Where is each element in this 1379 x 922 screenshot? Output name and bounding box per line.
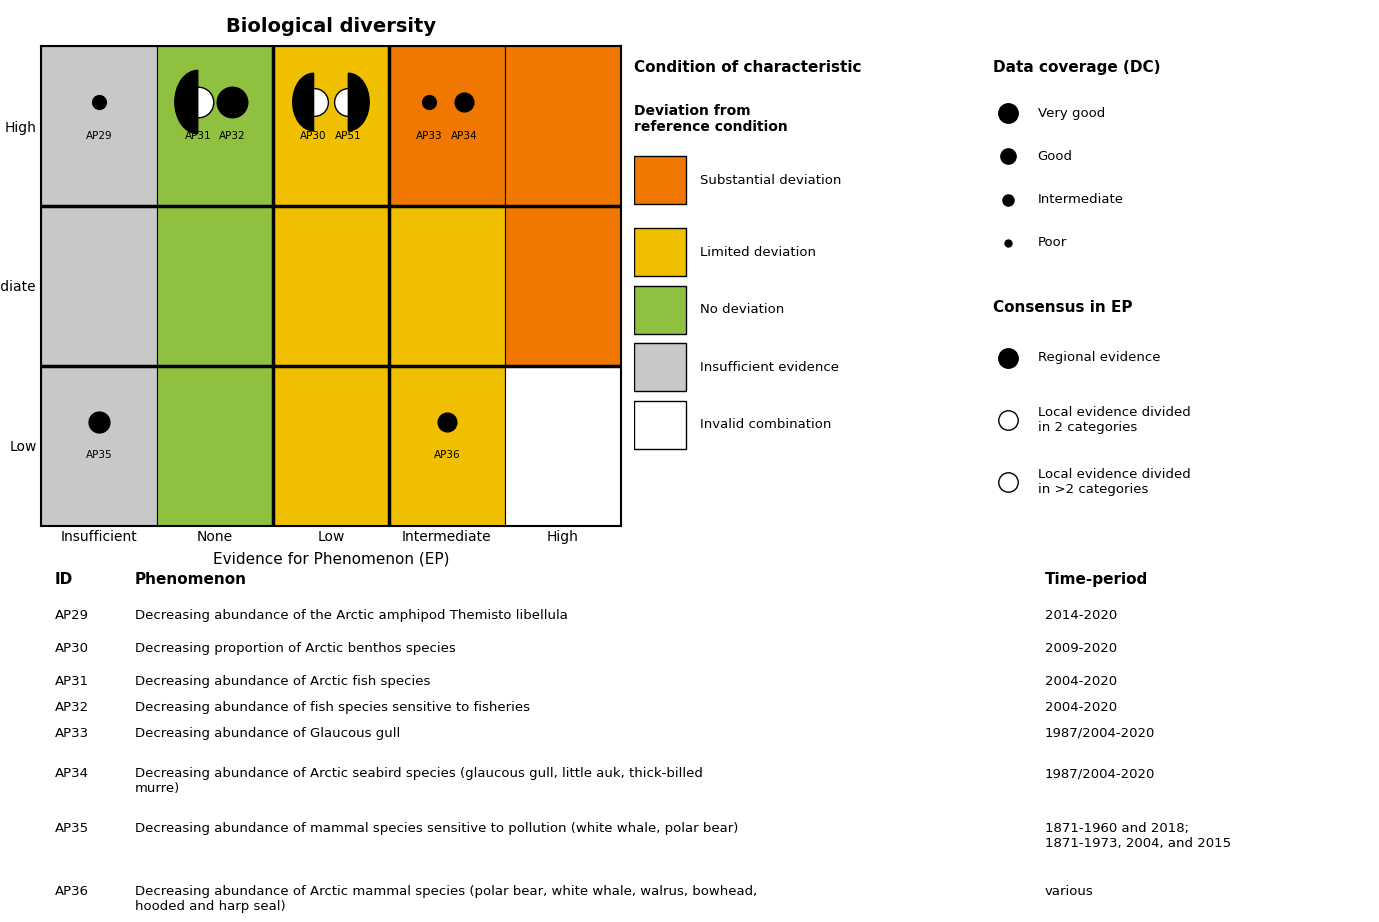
FancyBboxPatch shape	[634, 401, 687, 449]
Text: Substantial deviation: Substantial deviation	[699, 174, 841, 187]
Text: AP29: AP29	[55, 609, 88, 621]
Text: Intermediate: Intermediate	[1037, 193, 1124, 206]
Text: AP33: AP33	[416, 131, 443, 141]
Text: Insufficient evidence: Insufficient evidence	[699, 361, 838, 373]
FancyBboxPatch shape	[157, 206, 273, 366]
Text: AP31: AP31	[185, 131, 211, 141]
Text: AP35: AP35	[55, 822, 88, 835]
Text: Decreasing proportion of Arctic benthos species: Decreasing proportion of Arctic benthos …	[135, 642, 455, 655]
Text: Consensus in EP: Consensus in EP	[993, 301, 1132, 315]
FancyBboxPatch shape	[41, 206, 157, 366]
Text: AP51: AP51	[335, 131, 361, 141]
Text: Decreasing abundance of Glaucous gull: Decreasing abundance of Glaucous gull	[135, 727, 400, 739]
Text: Data coverage (DC): Data coverage (DC)	[993, 61, 1160, 76]
FancyBboxPatch shape	[157, 46, 273, 206]
Text: various: various	[1045, 885, 1094, 898]
FancyBboxPatch shape	[505, 46, 621, 206]
Text: No deviation: No deviation	[699, 303, 785, 316]
Text: Regional evidence: Regional evidence	[1037, 351, 1160, 364]
Text: AP30: AP30	[55, 642, 88, 655]
Text: AP30: AP30	[301, 131, 327, 141]
FancyBboxPatch shape	[273, 366, 389, 526]
FancyBboxPatch shape	[41, 46, 157, 206]
Text: Local evidence divided
in 2 categories: Local evidence divided in 2 categories	[1037, 406, 1190, 434]
Text: AP36: AP36	[433, 451, 461, 460]
FancyBboxPatch shape	[273, 46, 389, 206]
Text: AP31: AP31	[55, 675, 88, 688]
Text: AP33: AP33	[55, 727, 88, 739]
Text: ID: ID	[55, 572, 73, 586]
Text: AP36: AP36	[55, 885, 88, 898]
Text: 1987/2004-2020: 1987/2004-2020	[1045, 767, 1156, 780]
Text: AP29: AP29	[85, 131, 113, 141]
Text: AP34: AP34	[451, 131, 477, 141]
Text: 1871-1960 and 2018;
1871-1973, 2004, and 2015: 1871-1960 and 2018; 1871-1973, 2004, and…	[1045, 822, 1230, 850]
Text: Phenomenon: Phenomenon	[135, 572, 247, 586]
FancyBboxPatch shape	[634, 343, 687, 391]
Title: Biological diversity: Biological diversity	[226, 18, 436, 36]
Wedge shape	[175, 70, 197, 134]
Text: Decreasing abundance of fish species sensitive to fisheries: Decreasing abundance of fish species sen…	[135, 701, 530, 714]
Text: 2004-2020: 2004-2020	[1045, 675, 1117, 688]
FancyBboxPatch shape	[389, 206, 505, 366]
FancyBboxPatch shape	[634, 229, 687, 277]
Text: Decreasing abundance of the Arctic amphipod Themisto libellula: Decreasing abundance of the Arctic amphi…	[135, 609, 568, 621]
Text: Good: Good	[1037, 150, 1073, 163]
Text: Invalid combination: Invalid combination	[699, 419, 832, 431]
Text: Very good: Very good	[1037, 107, 1105, 120]
Text: AP35: AP35	[85, 451, 113, 460]
Text: AP32: AP32	[55, 701, 88, 714]
Text: 2004-2020: 2004-2020	[1045, 701, 1117, 714]
Text: Decreasing abundance of mammal species sensitive to pollution (white whale, pola: Decreasing abundance of mammal species s…	[135, 822, 738, 835]
FancyBboxPatch shape	[634, 157, 687, 205]
Text: Poor: Poor	[1037, 236, 1067, 249]
Text: Decreasing abundance of Arctic fish species: Decreasing abundance of Arctic fish spec…	[135, 675, 430, 688]
Wedge shape	[349, 73, 370, 131]
Text: Decreasing abundance of Arctic seabird species (glaucous gull, little auk, thick: Decreasing abundance of Arctic seabird s…	[135, 767, 703, 795]
X-axis label: Evidence for Phenomenon (EP): Evidence for Phenomenon (EP)	[212, 551, 450, 566]
FancyBboxPatch shape	[505, 366, 621, 526]
FancyBboxPatch shape	[157, 366, 273, 526]
Text: 1987/2004-2020: 1987/2004-2020	[1045, 727, 1156, 739]
Text: 2014-2020: 2014-2020	[1045, 609, 1117, 621]
Text: Local evidence divided
in >2 categories: Local evidence divided in >2 categories	[1037, 468, 1190, 496]
Text: Decreasing abundance of Arctic mammal species (polar bear, white whale, walrus, : Decreasing abundance of Arctic mammal sp…	[135, 885, 757, 913]
FancyBboxPatch shape	[505, 206, 621, 366]
FancyBboxPatch shape	[41, 366, 157, 526]
Text: Time-period: Time-period	[1045, 572, 1147, 586]
Text: AP34: AP34	[55, 767, 88, 780]
Text: AP32: AP32	[219, 131, 245, 141]
FancyBboxPatch shape	[389, 366, 505, 526]
FancyBboxPatch shape	[273, 206, 389, 366]
Wedge shape	[292, 73, 313, 131]
FancyBboxPatch shape	[389, 46, 505, 206]
Text: Limited deviation: Limited deviation	[699, 246, 816, 259]
Text: Condition of characteristic: Condition of characteristic	[634, 61, 862, 76]
FancyBboxPatch shape	[634, 286, 687, 334]
Text: Deviation from
reference condition: Deviation from reference condition	[634, 103, 787, 134]
Text: 2009-2020: 2009-2020	[1045, 642, 1117, 655]
